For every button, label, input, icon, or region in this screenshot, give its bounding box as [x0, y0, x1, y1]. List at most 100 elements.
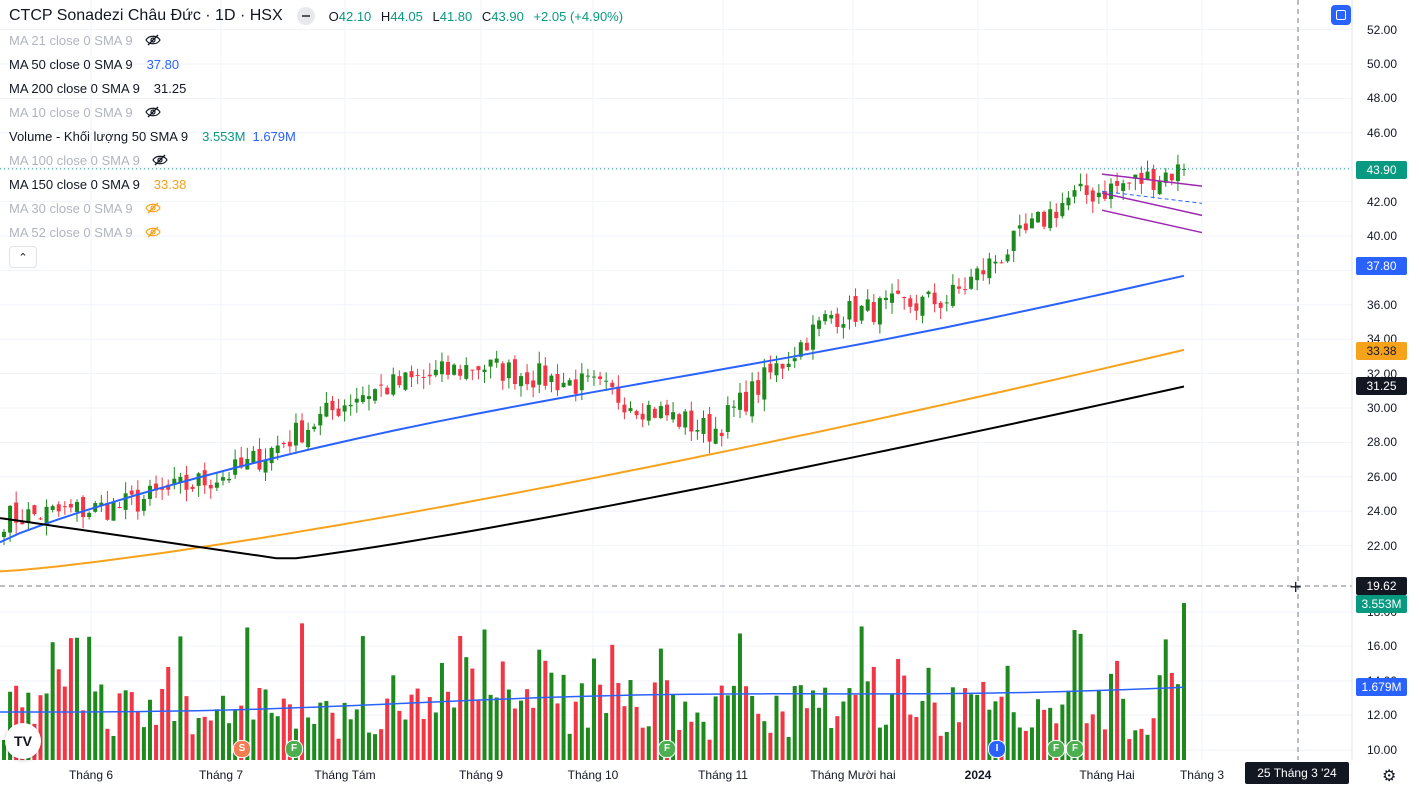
candle-body: [871, 302, 876, 323]
indicator-row[interactable]: MA 21 close 0 SMA 9: [9, 28, 623, 52]
candle-body: [628, 408, 633, 411]
candle-body: [154, 483, 159, 491]
candle-body: [482, 369, 487, 372]
volume-bar: [537, 649, 542, 760]
candle-body: [677, 414, 682, 427]
volume-bar: [829, 728, 834, 760]
indicator-row[interactable]: MA 100 close 0 SMA 9: [9, 148, 623, 172]
candle-body: [68, 503, 73, 508]
candle-body: [1023, 223, 1028, 231]
candle-body: [786, 363, 791, 368]
volume-tick-label: 12.00: [1367, 708, 1398, 722]
candle-body: [239, 457, 244, 468]
candle-body: [1145, 171, 1150, 180]
candle-body: [622, 404, 627, 413]
event-marker[interactable]: S: [233, 740, 251, 758]
indicator-value: 31.25: [153, 80, 187, 96]
indicator-row[interactable]: MA 10 close 0 SMA 9: [9, 100, 623, 124]
candle-body: [1072, 190, 1077, 197]
event-marker[interactable]: F: [285, 740, 303, 758]
indicator-row[interactable]: MA 30 close 0 SMA 9: [9, 196, 623, 220]
volume-bar: [719, 685, 724, 760]
volume-bar: [1121, 698, 1126, 760]
eye-off-icon[interactable]: [144, 106, 161, 118]
object-tree-icon[interactable]: [1331, 5, 1351, 25]
volume-bar: [379, 729, 384, 760]
indicator-row[interactable]: MA 200 close 0 SMA 9 31.25: [9, 76, 623, 100]
candle-body: [1115, 181, 1120, 186]
eye-off-icon[interactable]: [144, 34, 161, 46]
volume-bar: [342, 702, 347, 760]
candle-body: [385, 387, 390, 395]
volume-bar: [1048, 707, 1053, 760]
candle-body: [1169, 173, 1174, 181]
volume-bar: [683, 701, 688, 760]
volume-bar: [658, 648, 663, 760]
tradingview-logo[interactable]: TV: [5, 723, 41, 759]
candle-body: [439, 361, 444, 375]
volume-bar: [1182, 603, 1186, 760]
price-tag: 1.679M: [1356, 678, 1407, 696]
candle-body: [1157, 180, 1162, 195]
volume-bar: [640, 727, 645, 760]
volume-bar: [318, 702, 323, 760]
price-tick-label: 36.00: [1367, 297, 1398, 312]
candle-body: [792, 358, 797, 362]
volume-bar: [111, 735, 116, 760]
candle-body: [908, 298, 913, 307]
event-marker[interactable]: F: [1047, 740, 1065, 758]
price-tick-label: 30.00: [1367, 401, 1398, 415]
price-tick-label: 22.00: [1367, 538, 1398, 553]
eye-off-icon[interactable]: [152, 154, 168, 166]
volume-bar: [2, 739, 6, 760]
volume-bar: [506, 689, 511, 760]
candle-body: [835, 313, 840, 328]
candle-body: [488, 359, 493, 367]
event-marker[interactable]: I: [988, 740, 1006, 758]
candle-body: [1102, 191, 1107, 199]
collapse-title-button[interactable]: [296, 7, 315, 25]
volume-bar: [896, 659, 901, 760]
candle-body: [464, 365, 469, 379]
indicator-row[interactable]: MA 150 close 0 SMA 9 33.38: [9, 172, 623, 196]
candle-body: [1029, 218, 1034, 229]
indicator-row[interactable]: MA 50 close 0 SMA 9 37.80: [9, 52, 623, 76]
candle-body: [433, 369, 438, 376]
candle-body: [817, 320, 822, 329]
volume-bar: [354, 709, 359, 760]
candle-body: [658, 406, 663, 419]
volume-bar: [1042, 709, 1047, 760]
candle-body: [762, 367, 767, 400]
candle-body: [859, 305, 864, 321]
symbol-title[interactable]: CTCP Sonadezi Châu Đức · 1D · HSX: [9, 7, 283, 24]
event-marker[interactable]: F: [658, 740, 676, 758]
volume-bar: [664, 680, 669, 760]
time-tick-label: 2024: [964, 768, 992, 782]
volume-bar: [999, 696, 1004, 760]
time-tick-label: Tháng 9: [458, 768, 504, 782]
volume-bar: [452, 707, 457, 760]
indicator-row[interactable]: Volume - Khối lượng 50 SMA 9 3.553M 1.679M: [9, 124, 623, 148]
candle-body: [1066, 197, 1071, 206]
volume-bar: [1151, 718, 1156, 760]
volume-bar: [774, 695, 779, 760]
candle-body: [111, 501, 116, 521]
volume-bar: [172, 721, 177, 760]
candle-body: [1017, 225, 1022, 229]
volume-bar: [798, 685, 803, 760]
candle-body: [415, 374, 420, 376]
volume-bar: [300, 623, 305, 760]
collapse-legend-button[interactable]: ⌃: [9, 246, 37, 268]
volume-bar: [178, 636, 183, 760]
volume-bar: [598, 684, 603, 760]
ma50-line: [0, 274, 1185, 544]
gear-icon[interactable]: ⚙: [1382, 768, 1397, 785]
candle-body: [135, 489, 140, 512]
candle-body: [281, 442, 286, 444]
eye-off-icon[interactable]: [144, 202, 161, 214]
indicator-row[interactable]: MA 52 close 0 SMA 9: [9, 220, 623, 244]
event-marker[interactable]: F: [1066, 740, 1084, 758]
eye-off-icon[interactable]: [144, 226, 161, 238]
volume-bar: [1145, 734, 1150, 760]
